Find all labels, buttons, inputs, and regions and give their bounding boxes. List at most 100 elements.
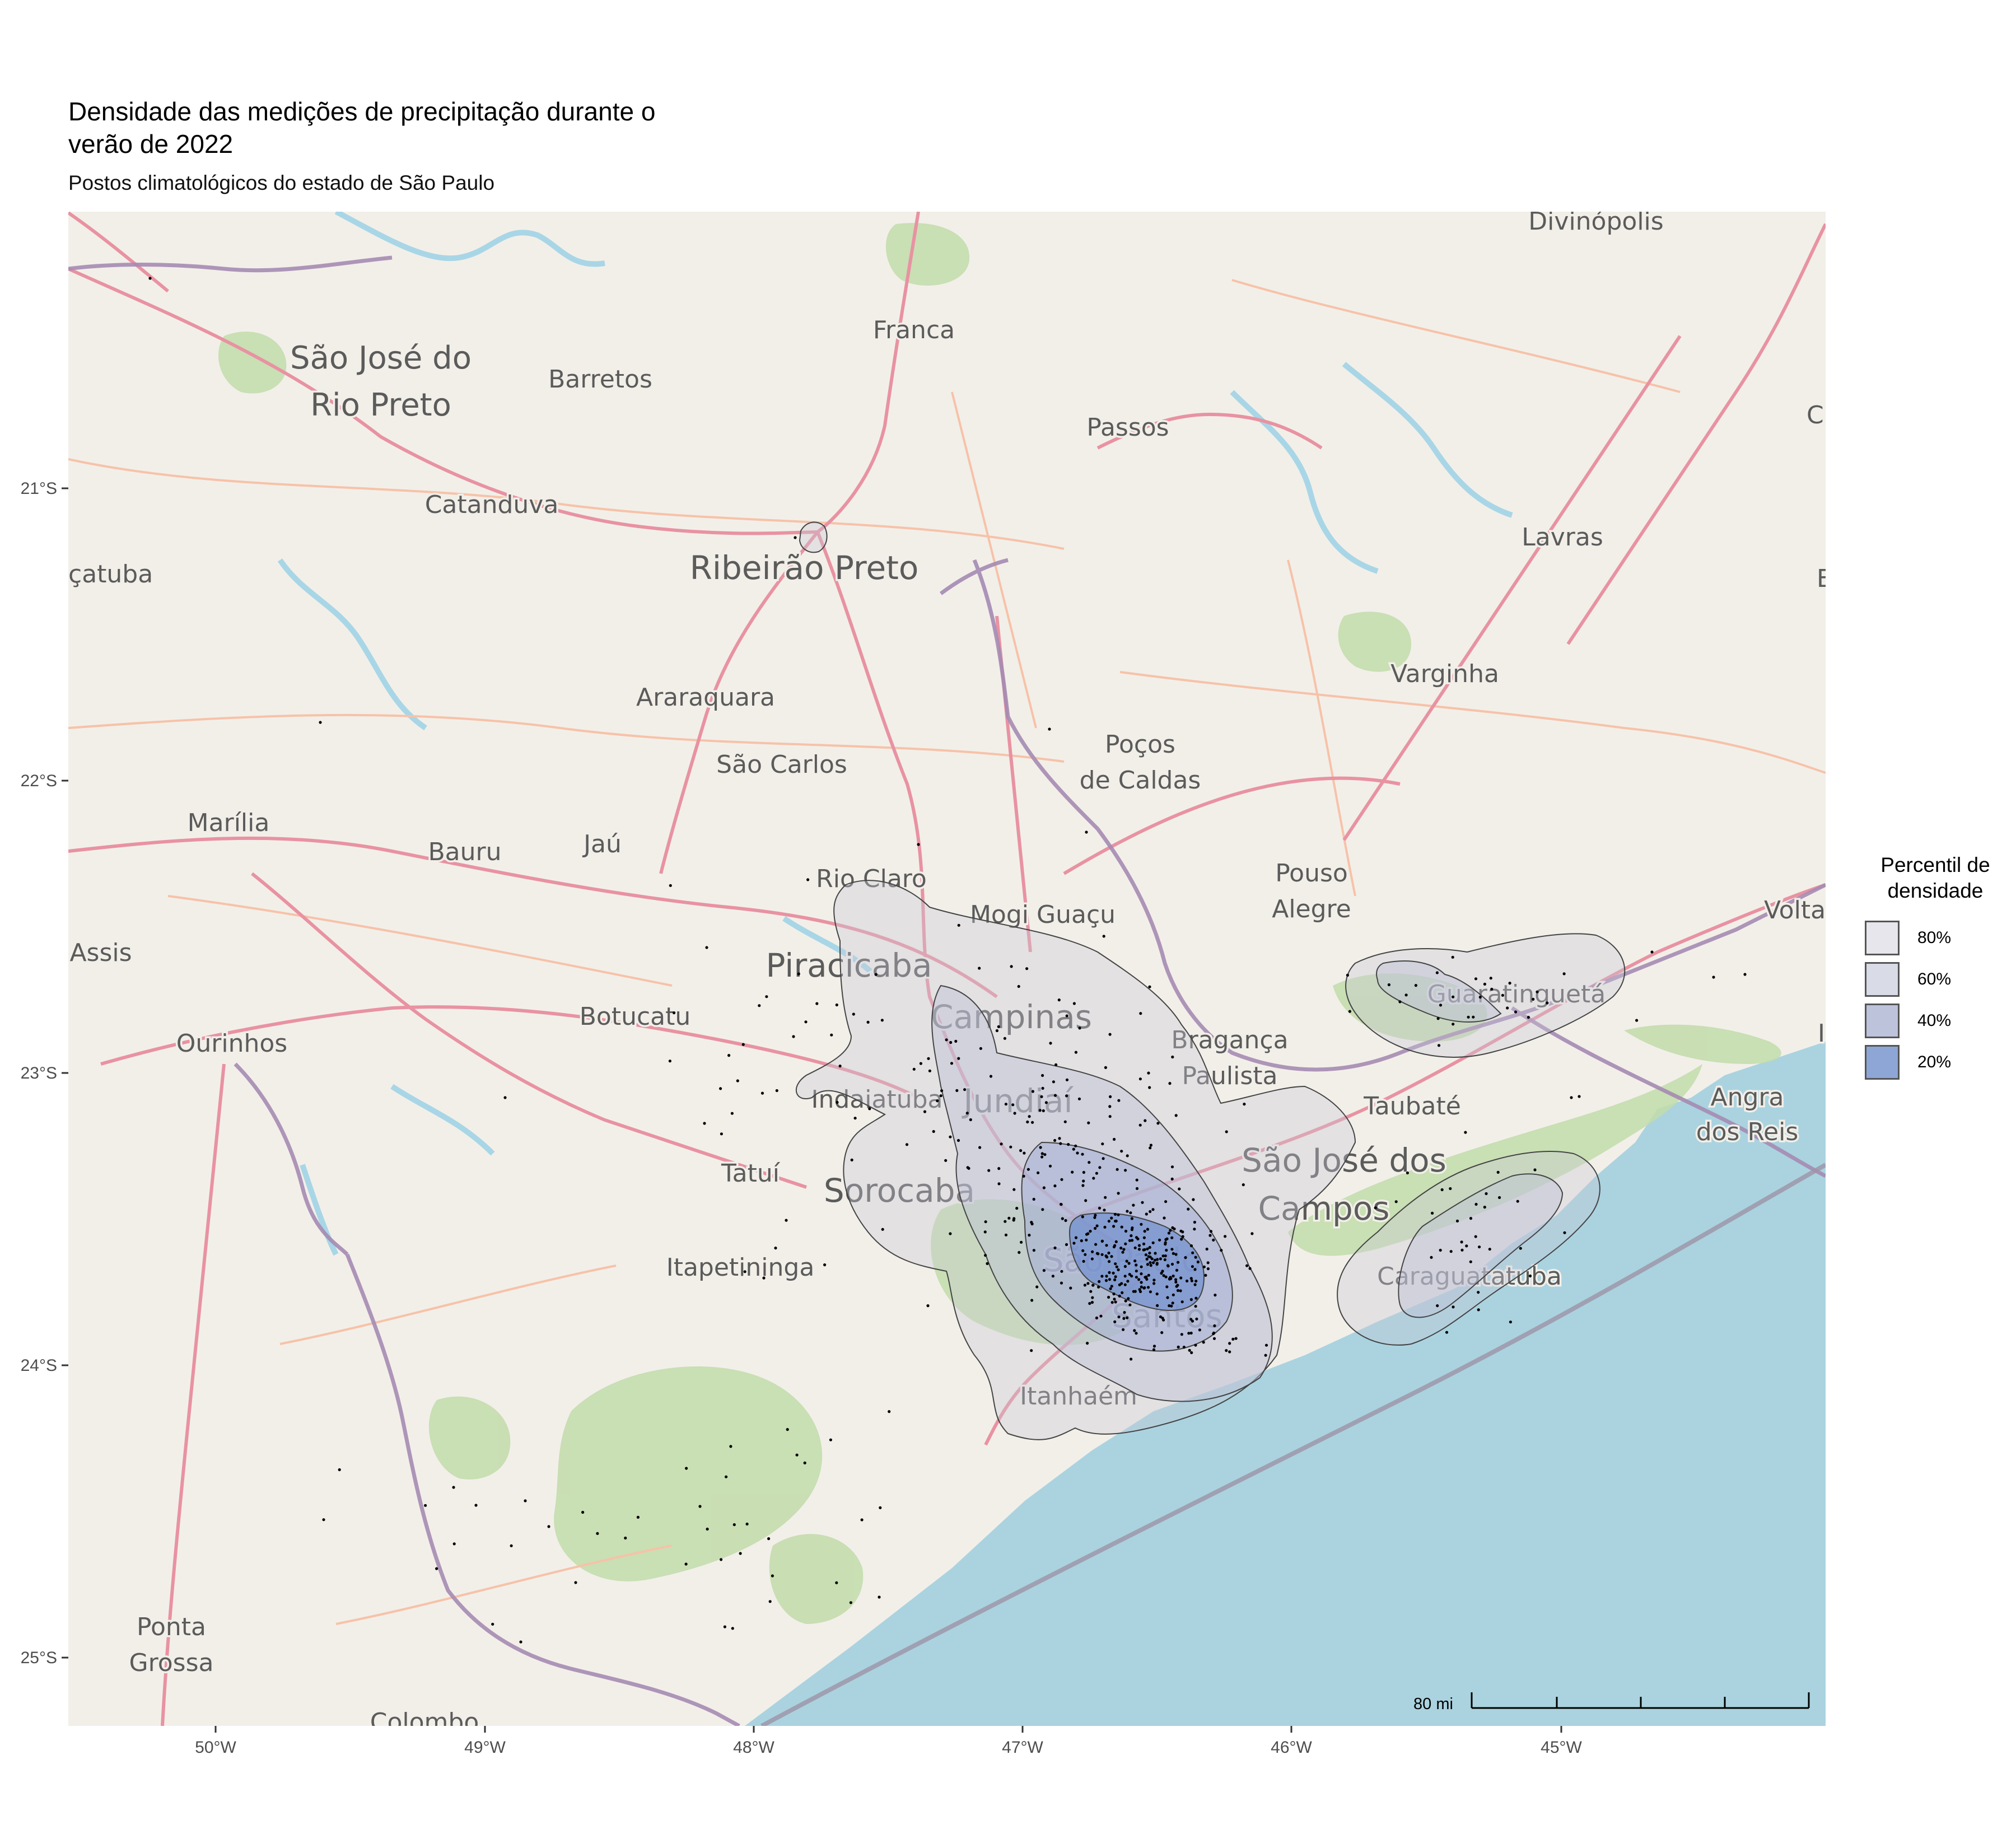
station-point bbox=[957, 1057, 960, 1060]
station-point bbox=[949, 1040, 953, 1044]
station-point bbox=[1103, 1225, 1107, 1229]
map-label: çatuba bbox=[68, 560, 153, 589]
station-point bbox=[1436, 1017, 1440, 1020]
station-point bbox=[940, 1089, 944, 1093]
station-point bbox=[1105, 1275, 1108, 1278]
station-point bbox=[1031, 1121, 1034, 1124]
station-point bbox=[1013, 1112, 1016, 1115]
station-point bbox=[1110, 1216, 1113, 1220]
station-point bbox=[1026, 1168, 1030, 1171]
station-point bbox=[1138, 1077, 1142, 1081]
x-tick-label: 48°W bbox=[733, 1738, 774, 1757]
station-point bbox=[1160, 1331, 1164, 1334]
station-point bbox=[1074, 1144, 1077, 1147]
station-point bbox=[1065, 1078, 1069, 1081]
map-label: Bauru bbox=[428, 838, 501, 866]
station-point bbox=[1109, 1095, 1112, 1098]
station-point bbox=[1019, 1149, 1023, 1152]
station-point bbox=[1180, 1300, 1184, 1304]
station-point bbox=[1159, 1315, 1162, 1319]
map-label: Grossa bbox=[129, 1649, 214, 1677]
station-point bbox=[581, 1510, 585, 1514]
station-point bbox=[785, 1219, 788, 1222]
station-point bbox=[1179, 1276, 1183, 1280]
station-point bbox=[729, 1445, 732, 1448]
map-label: C bbox=[1807, 401, 1824, 430]
station-point bbox=[1191, 1319, 1194, 1323]
map-label: Lavras bbox=[1522, 523, 1603, 552]
legend-label: 60% bbox=[1917, 970, 1952, 988]
station-point bbox=[804, 1020, 808, 1024]
map-label: Ourinhos bbox=[176, 1029, 287, 1058]
station-point bbox=[1536, 990, 1539, 993]
station-point bbox=[1190, 1351, 1193, 1355]
station-point bbox=[1091, 1250, 1094, 1253]
station-point bbox=[1170, 1262, 1174, 1266]
station-point bbox=[1028, 1115, 1031, 1118]
station-point bbox=[706, 1527, 709, 1531]
station-point bbox=[1184, 1256, 1187, 1259]
station-point bbox=[435, 1567, 438, 1570]
station-point bbox=[1212, 1332, 1215, 1336]
station-point bbox=[1071, 1170, 1074, 1174]
map-label: Jundiaí bbox=[962, 1082, 1074, 1120]
station-point bbox=[1128, 1303, 1132, 1306]
station-point bbox=[1065, 1094, 1068, 1098]
station-point bbox=[1082, 1179, 1085, 1183]
station-point bbox=[1148, 1086, 1151, 1089]
station-point bbox=[1112, 1271, 1115, 1275]
station-point bbox=[1143, 1230, 1146, 1233]
station-point bbox=[852, 1012, 855, 1016]
state-borders bbox=[68, 255, 1826, 1726]
map-label: Mogi Guaçu bbox=[970, 900, 1116, 929]
station-point bbox=[1496, 1170, 1500, 1174]
station-point bbox=[1012, 1217, 1016, 1220]
station-point bbox=[1060, 1270, 1063, 1273]
x-tick-label: 47°W bbox=[1002, 1738, 1043, 1757]
station-point bbox=[1086, 1342, 1089, 1345]
station-point bbox=[1012, 1188, 1016, 1191]
map-label: Divinópolis bbox=[1528, 207, 1663, 236]
station-point bbox=[1017, 984, 1020, 988]
map-label: Franca bbox=[873, 316, 955, 344]
station-point bbox=[905, 1143, 909, 1146]
station-point bbox=[685, 1467, 688, 1470]
station-point bbox=[1032, 1249, 1035, 1252]
station-point bbox=[1085, 830, 1088, 834]
station-point bbox=[829, 1438, 832, 1441]
station-point bbox=[1485, 1192, 1488, 1196]
station-point bbox=[1117, 1213, 1120, 1216]
y-tick-label: 23°S bbox=[21, 1064, 57, 1082]
station-point bbox=[866, 1020, 870, 1024]
station-point bbox=[1194, 1280, 1198, 1283]
station-point bbox=[1130, 1357, 1133, 1361]
station-point bbox=[860, 1518, 864, 1522]
station-point bbox=[1501, 993, 1504, 997]
station-point bbox=[1202, 1265, 1206, 1268]
station-point bbox=[1469, 1260, 1472, 1263]
station-point bbox=[1142, 1242, 1146, 1245]
station-point bbox=[1135, 1276, 1138, 1279]
station-point bbox=[1436, 1304, 1439, 1308]
map-label: Indaiatuba bbox=[811, 1085, 943, 1114]
station-point bbox=[1139, 1012, 1142, 1015]
station-point bbox=[1346, 973, 1349, 977]
station-point bbox=[1187, 1332, 1191, 1335]
station-point bbox=[1152, 1278, 1156, 1282]
station-point bbox=[1009, 1145, 1012, 1149]
station-point bbox=[1136, 1237, 1140, 1240]
station-point bbox=[1194, 1343, 1197, 1347]
station-point bbox=[1090, 1301, 1094, 1304]
station-point bbox=[1635, 1019, 1639, 1022]
station-point bbox=[1174, 1280, 1178, 1284]
station-point bbox=[1100, 1275, 1104, 1278]
map-label: de Caldas bbox=[1080, 766, 1201, 795]
station-point bbox=[956, 1138, 960, 1142]
station-point bbox=[739, 1552, 742, 1555]
station-point bbox=[703, 1122, 706, 1125]
station-point bbox=[1176, 1284, 1179, 1287]
station-point bbox=[1081, 1152, 1084, 1156]
station-point bbox=[803, 1461, 806, 1464]
station-point bbox=[1095, 1224, 1099, 1228]
station-point bbox=[1140, 1272, 1143, 1276]
